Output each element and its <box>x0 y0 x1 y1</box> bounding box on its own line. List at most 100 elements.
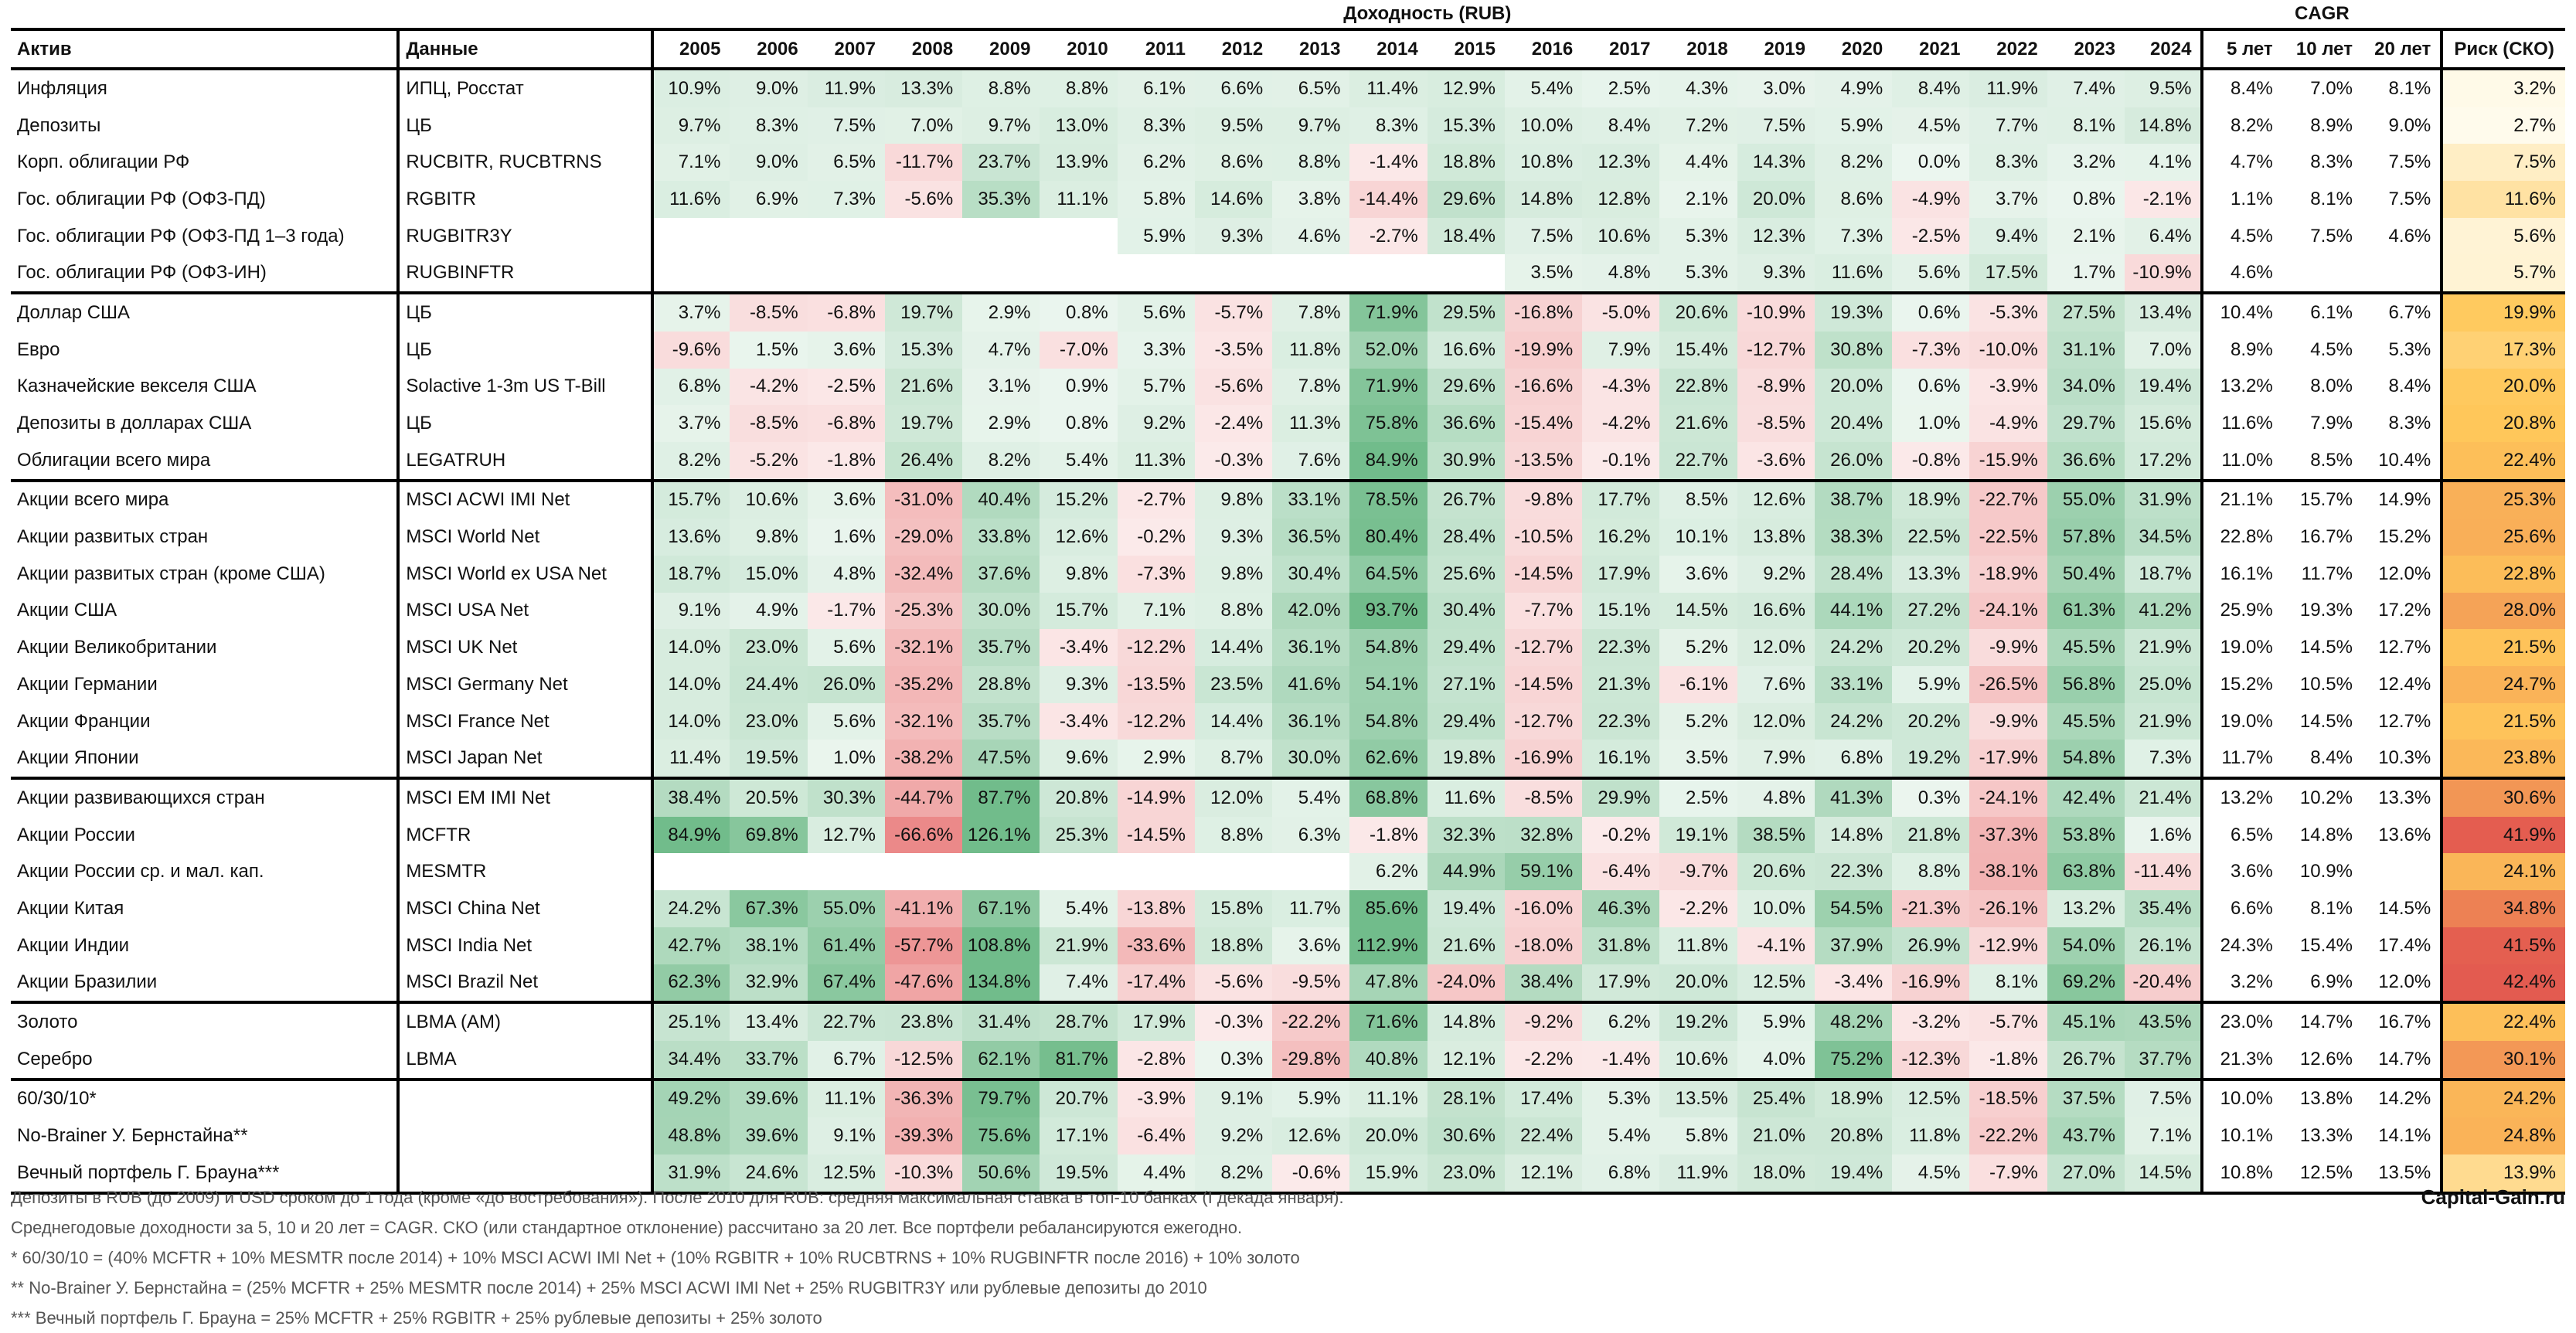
risk-cell: 5.6% <box>2440 217 2565 255</box>
return-cell: 44.1% <box>1814 592 1893 630</box>
return-cell: 5.6% <box>1117 291 1195 332</box>
return-cell: 37.9% <box>1814 927 1893 964</box>
top-header-spacer <box>11 0 652 29</box>
return-cell: 31.9% <box>651 1154 730 1195</box>
table-row: Акции Великобритании MSCI UK Net 14.0% 23.0… <box>11 629 2565 666</box>
column-header-cagr: 5 лет <box>2200 28 2282 70</box>
return-cell: 5.9% <box>1892 666 1970 703</box>
return-cell: 19.2% <box>1659 1001 1737 1041</box>
return-cell: 10.6% <box>1659 1040 1737 1080</box>
return-cell: 5.9% <box>1814 107 1893 145</box>
return-cell: 7.3% <box>807 181 885 218</box>
return-cell: 12.1% <box>1504 1154 1583 1195</box>
return-cell: -9.2% <box>1504 1001 1583 1041</box>
return-cell: 12.6% <box>1272 1117 1350 1154</box>
return-cell: -3.4% <box>1040 702 1118 740</box>
return-cell: 3.2% <box>2047 144 2125 182</box>
return-cell: 41.6% <box>1272 666 1350 703</box>
return-cell: 5.6% <box>807 629 885 666</box>
return-cell: 11.6% <box>651 181 730 218</box>
return-cell: -0.2% <box>1582 816 1660 854</box>
return-cell: 37.5% <box>2047 1077 2125 1118</box>
data-source: ЦБ <box>398 291 653 332</box>
return-cell: 20.2% <box>1892 629 1970 666</box>
return-cell: -2.5% <box>807 368 885 406</box>
column-header-year: 2010 <box>1040 28 1118 70</box>
cagr-cell: 8.9% <box>2282 107 2362 145</box>
return-cell: -10.3% <box>884 1154 963 1195</box>
return-cell: 0.0% <box>1892 144 1970 182</box>
return-cell <box>962 853 1040 891</box>
table-row: Депозиты ЦБ 9.7% 8.3% 7.5% 7.0% 9.7% 13.0% 8.3% 9… <box>11 107 2565 145</box>
return-cell: 108.8% <box>962 927 1040 964</box>
return-cell: -26.5% <box>1969 666 2047 703</box>
return-cell: 12.5% <box>807 1154 885 1195</box>
return-cell: 8.1% <box>1969 964 2047 1003</box>
cagr-cell: 15.7% <box>2282 478 2362 519</box>
return-cell: 12.3% <box>1582 144 1660 182</box>
return-cell: 43.7% <box>2047 1117 2125 1154</box>
return-cell: 12.1% <box>1427 1040 1505 1080</box>
return-cell: 84.9% <box>1349 441 1428 481</box>
column-header-year: 2022 <box>1969 28 2047 70</box>
return-cell: 50.6% <box>962 1154 1040 1195</box>
return-cell: 45.5% <box>2047 702 2125 740</box>
return-cell: -24.1% <box>1969 592 2047 630</box>
return-cell: 36.1% <box>1272 629 1350 666</box>
return-cell: 32.3% <box>1427 816 1505 854</box>
return-cell: -2.5% <box>1892 217 1970 255</box>
cagr-cell: 6.6% <box>2200 890 2282 927</box>
cagr-cell: 12.5% <box>2282 1154 2362 1195</box>
return-cell: -57.7% <box>884 927 963 964</box>
return-cell: 26.7% <box>1427 478 1505 519</box>
return-cell <box>1272 853 1350 891</box>
return-cell: -19.9% <box>1504 331 1583 369</box>
return-cell: -12.7% <box>1504 702 1583 740</box>
data-source: MSCI USA Net <box>406 600 529 621</box>
return-cell: 54.5% <box>1814 890 1893 927</box>
return-cell: 7.6% <box>1737 666 1815 703</box>
return-cell: 17.2% <box>2124 441 2203 481</box>
return-cell: -1.7% <box>807 592 885 630</box>
risk-cell: 22.8% <box>2440 555 2565 593</box>
return-cell: -3.6% <box>1737 441 1815 481</box>
return-cell: 5.4% <box>1040 441 1118 481</box>
return-cell: 61.4% <box>807 927 885 964</box>
return-cell: 12.5% <box>1737 964 1815 1003</box>
return-cell: 24.2% <box>1814 702 1893 740</box>
return-cell: 81.7% <box>1040 1040 1118 1080</box>
return-cell: 31.9% <box>2124 478 2203 519</box>
return-cell: 48.8% <box>651 1117 730 1154</box>
return-cell: 14.6% <box>1194 181 1273 218</box>
return-cell: 17.5% <box>1969 254 2047 294</box>
return-cell: 19.3% <box>1814 291 1893 332</box>
return-cell: 18.8% <box>1194 927 1273 964</box>
return-cell: 14.0% <box>651 702 730 740</box>
return-cell: 33.7% <box>730 1040 808 1080</box>
return-cell: 30.0% <box>962 592 1040 630</box>
return-cell: -10.0% <box>1969 331 2047 369</box>
return-cell: 44.9% <box>1427 853 1505 891</box>
table-row: Акции Китая MSCI China Net 24.2% 67.3% 55.0%… <box>11 890 2565 927</box>
cagr-cell: 24.3% <box>2200 927 2282 964</box>
return-cell: 31.1% <box>2047 331 2125 369</box>
cagr-cell: 8.2% <box>2200 107 2282 145</box>
return-cell: -14.9% <box>1117 777 1195 817</box>
return-cell <box>807 217 885 255</box>
return-cell: 13.4% <box>730 1001 808 1041</box>
return-cell: 6.2% <box>1349 853 1428 891</box>
asset-name: Акции всего мира <box>11 478 400 519</box>
return-cell: 14.8% <box>1504 181 1583 218</box>
footnote: Среднегодовые доходности за 5, 10 и 20 л… <box>11 1218 1243 1237</box>
cagr-cell: 11.7% <box>2282 555 2362 593</box>
asset-name: Инфляция <box>11 69 400 107</box>
return-cell: 9.7% <box>1272 107 1350 145</box>
return-cell: 7.5% <box>1737 107 1815 145</box>
return-cell: 12.6% <box>1040 519 1118 556</box>
return-cell: -10.5% <box>1504 519 1583 556</box>
return-cell: 18.4% <box>1427 217 1505 255</box>
return-cell: 8.8% <box>1040 69 1118 107</box>
return-cell: 38.7% <box>1814 478 1893 519</box>
risk-cell: 7.5% <box>2440 144 2565 182</box>
return-cell: -13.5% <box>1504 441 1583 481</box>
